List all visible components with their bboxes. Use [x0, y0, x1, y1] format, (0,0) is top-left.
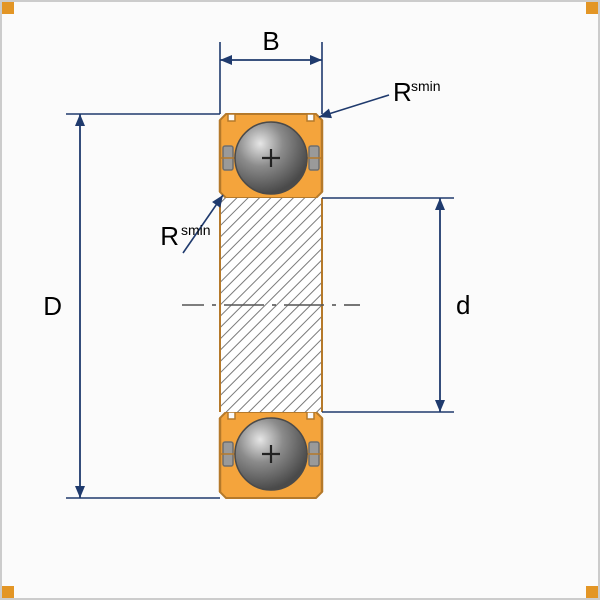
- bearing-diagram: BDdRsminRsmin: [2, 2, 600, 602]
- corner-bl: [2, 586, 14, 598]
- : [75, 486, 85, 498]
- : [435, 198, 445, 210]
- label-d: d: [456, 290, 470, 320]
- label-R-lower: R: [160, 221, 179, 251]
- label-R-lower-sup: smin: [181, 222, 211, 238]
- label-B: B: [262, 26, 279, 56]
- label-R-upper-sup: smin: [411, 78, 441, 94]
- : [310, 55, 322, 65]
- : [75, 114, 85, 126]
- : [435, 400, 445, 412]
- corner-tl: [2, 2, 14, 14]
- corner-br: [586, 586, 598, 598]
- label-D: D: [43, 291, 62, 321]
- label-R-upper: R: [393, 77, 412, 107]
- : [319, 109, 332, 119]
- corner-tr: [586, 2, 598, 14]
- : [220, 55, 232, 65]
